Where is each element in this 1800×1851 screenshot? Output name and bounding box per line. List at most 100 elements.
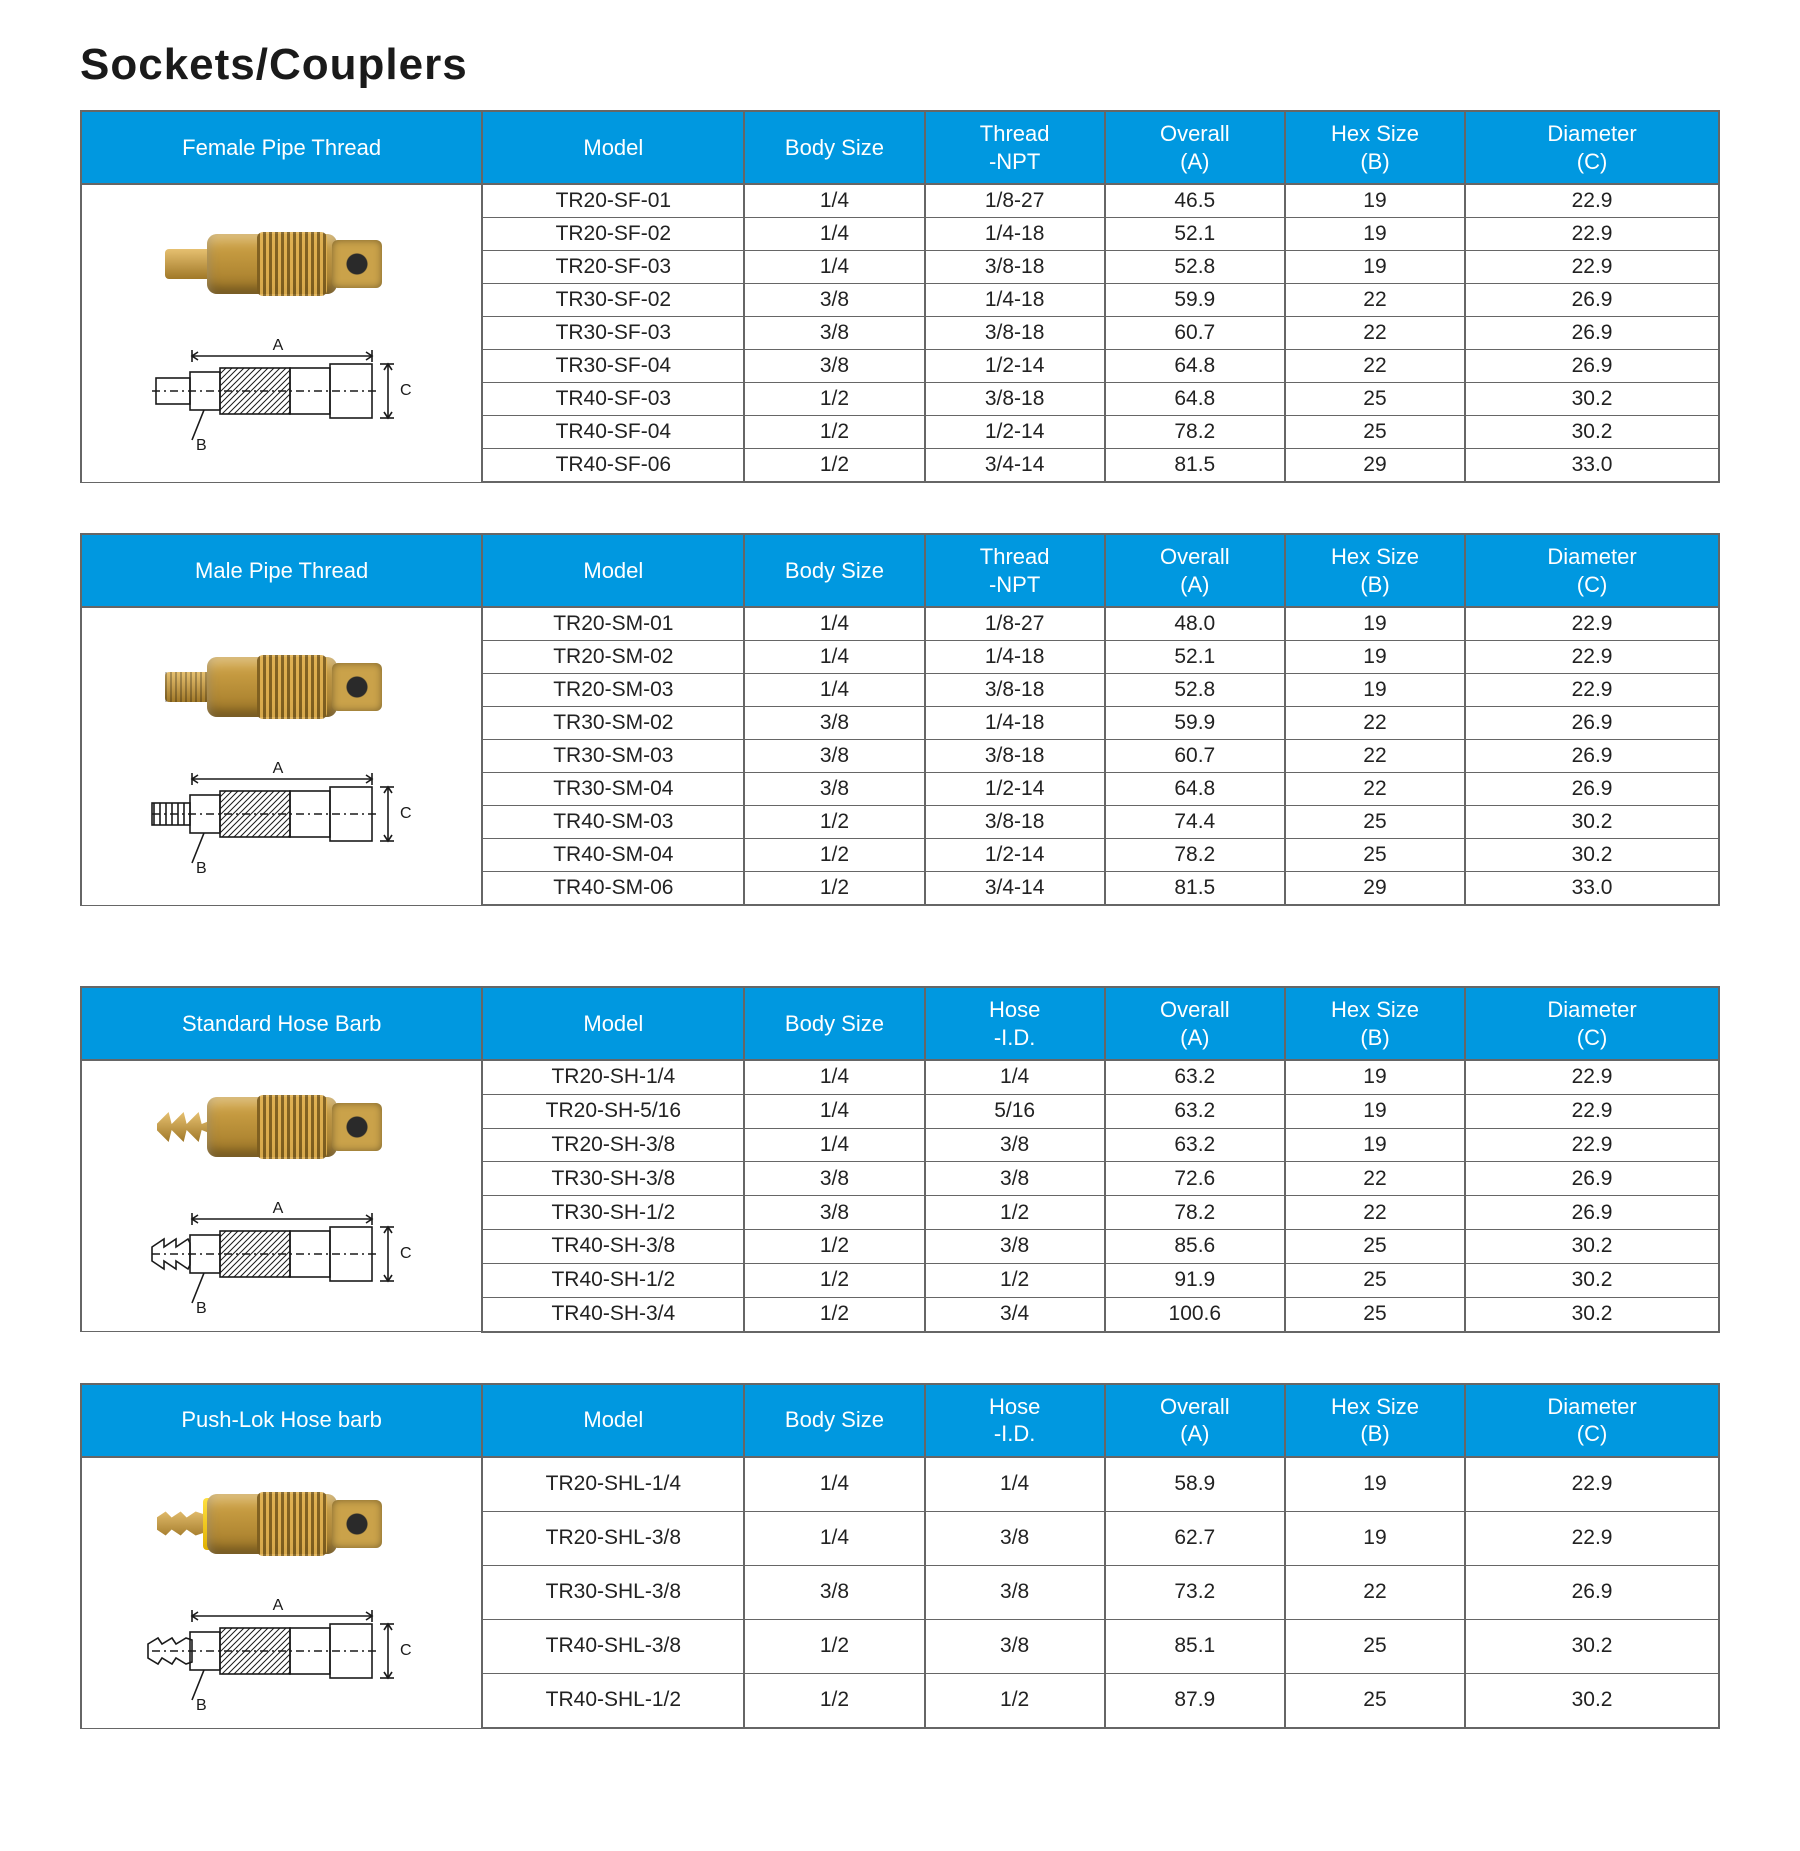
cell-body-size: 3/8 — [744, 707, 924, 740]
cell-body-size: 1/2 — [744, 1673, 924, 1728]
cell-thread: 1/4 — [925, 1457, 1105, 1512]
cell-overall-a: 85.1 — [1105, 1619, 1285, 1673]
header-third: Thread-NPT — [925, 111, 1105, 184]
header-section-title: Male Pipe Thread — [81, 534, 482, 607]
header-hex-size: Hex Size(B) — [1285, 987, 1465, 1060]
cell-diameter-c: 33.0 — [1465, 449, 1719, 483]
cell-thread: 3/8 — [925, 1230, 1105, 1264]
cell-hex-b: 22 — [1285, 1162, 1465, 1196]
svg-text:B: B — [196, 437, 207, 452]
cell-body-size: 1/2 — [744, 416, 924, 449]
header-diameter: Diameter(C) — [1465, 1384, 1719, 1457]
cell-overall-a: 100.6 — [1105, 1297, 1285, 1331]
svg-text:C: C — [400, 1245, 412, 1262]
cell-overall-a: 52.8 — [1105, 251, 1285, 284]
page-title: Sockets/Couplers — [80, 40, 1720, 90]
cell-body-size: 1/4 — [744, 1128, 924, 1162]
cell-diameter-c: 22.9 — [1465, 1094, 1719, 1128]
cell-overall-a: 52.1 — [1105, 218, 1285, 251]
product-schematic: A C B — [142, 332, 422, 452]
cell-model: TR20-SF-01 — [482, 184, 744, 218]
cell-diameter-c: 22.9 — [1465, 641, 1719, 674]
cell-hex-b: 22 — [1285, 1196, 1465, 1230]
cell-hex-b: 22 — [1285, 1565, 1465, 1619]
product-illustration-cell: A C B — [81, 1060, 482, 1332]
spec-section: Standard Hose Barb Model Body Size Hose-… — [80, 986, 1720, 1333]
header-overall: Overall(A) — [1105, 987, 1285, 1060]
cell-hex-b: 19 — [1285, 251, 1465, 284]
cell-diameter-c: 30.2 — [1465, 839, 1719, 872]
cell-body-size: 1/4 — [744, 251, 924, 284]
cell-diameter-c: 26.9 — [1465, 1196, 1719, 1230]
cell-hex-b: 25 — [1285, 1263, 1465, 1297]
cell-thread: 3/8 — [925, 1565, 1105, 1619]
header-third: Hose-I.D. — [925, 1384, 1105, 1457]
cell-thread: 1/8-27 — [925, 607, 1105, 641]
header-hex-size: Hex Size(B) — [1285, 534, 1465, 607]
cell-model: TR40-SM-03 — [482, 806, 744, 839]
cell-model: TR30-SM-03 — [482, 740, 744, 773]
header-hex-size: Hex Size(B) — [1285, 111, 1465, 184]
cell-model: TR30-SH-3/8 — [482, 1162, 744, 1196]
header-overall: Overall(A) — [1105, 1384, 1285, 1457]
header-section-title: Push-Lok Hose barb — [81, 1384, 482, 1457]
cell-thread: 3/8-18 — [925, 674, 1105, 707]
cell-diameter-c: 30.2 — [1465, 1673, 1719, 1728]
cell-thread: 1/4-18 — [925, 284, 1105, 317]
cell-model: TR30-SF-03 — [482, 317, 744, 350]
cell-model: TR20-SHL-3/8 — [482, 1511, 744, 1565]
cell-thread: 3/8-18 — [925, 740, 1105, 773]
cell-overall-a: 72.6 — [1105, 1162, 1285, 1196]
cell-body-size: 1/2 — [744, 383, 924, 416]
cell-hex-b: 25 — [1285, 383, 1465, 416]
product-illustration-cell: A C B — [81, 184, 482, 482]
cell-overall-a: 78.2 — [1105, 1196, 1285, 1230]
cell-model: TR20-SHL-1/4 — [482, 1457, 744, 1512]
cell-hex-b: 22 — [1285, 284, 1465, 317]
cell-diameter-c: 22.9 — [1465, 1511, 1719, 1565]
cell-model: TR30-SM-04 — [482, 773, 744, 806]
product-photo — [157, 1077, 407, 1177]
cell-model: TR40-SF-03 — [482, 383, 744, 416]
cell-body-size: 1/4 — [744, 674, 924, 707]
cell-hex-b: 29 — [1285, 449, 1465, 483]
svg-text:A: A — [272, 1200, 283, 1217]
cell-diameter-c: 26.9 — [1465, 284, 1719, 317]
cell-thread: 1/8-27 — [925, 184, 1105, 218]
cell-hex-b: 19 — [1285, 1094, 1465, 1128]
cell-thread: 3/8 — [925, 1511, 1105, 1565]
cell-hex-b: 25 — [1285, 1673, 1465, 1728]
cell-diameter-c: 26.9 — [1465, 707, 1719, 740]
header-third: Hose-I.D. — [925, 987, 1105, 1060]
cell-diameter-c: 26.9 — [1465, 1162, 1719, 1196]
cell-hex-b: 25 — [1285, 1297, 1465, 1331]
cell-diameter-c: 26.9 — [1465, 317, 1719, 350]
cell-overall-a: 63.2 — [1105, 1060, 1285, 1094]
cell-body-size: 3/8 — [744, 350, 924, 383]
cell-hex-b: 22 — [1285, 350, 1465, 383]
cell-body-size: 3/8 — [744, 740, 924, 773]
cell-overall-a: 60.7 — [1105, 740, 1285, 773]
cell-thread: 3/8 — [925, 1619, 1105, 1673]
cell-overall-a: 87.9 — [1105, 1673, 1285, 1728]
cell-diameter-c: 30.2 — [1465, 1230, 1719, 1264]
cell-overall-a: 73.2 — [1105, 1565, 1285, 1619]
spec-table: Push-Lok Hose barb Model Body Size Hose-… — [80, 1383, 1720, 1730]
header-overall: Overall(A) — [1105, 111, 1285, 184]
cell-model: TR40-SM-06 — [482, 872, 744, 906]
cell-thread: 1/4-18 — [925, 641, 1105, 674]
cell-body-size: 3/8 — [744, 1565, 924, 1619]
header-model: Model — [482, 987, 744, 1060]
product-schematic: A C B — [142, 1592, 422, 1712]
cell-model: TR30-SF-02 — [482, 284, 744, 317]
svg-text:C: C — [400, 805, 412, 822]
header-third: Thread-NPT — [925, 534, 1105, 607]
cell-model: TR40-SF-04 — [482, 416, 744, 449]
cell-diameter-c: 22.9 — [1465, 184, 1719, 218]
cell-overall-a: 63.2 — [1105, 1128, 1285, 1162]
cell-model: TR40-SHL-3/8 — [482, 1619, 744, 1673]
cell-overall-a: 81.5 — [1105, 872, 1285, 906]
spec-table: Male Pipe Thread Model Body Size Thread-… — [80, 533, 1720, 906]
cell-thread: 3/8 — [925, 1128, 1105, 1162]
table-row: A C B TR20-SM-01 1/4 1/8-27 48.0 19 22. — [81, 607, 1719, 641]
